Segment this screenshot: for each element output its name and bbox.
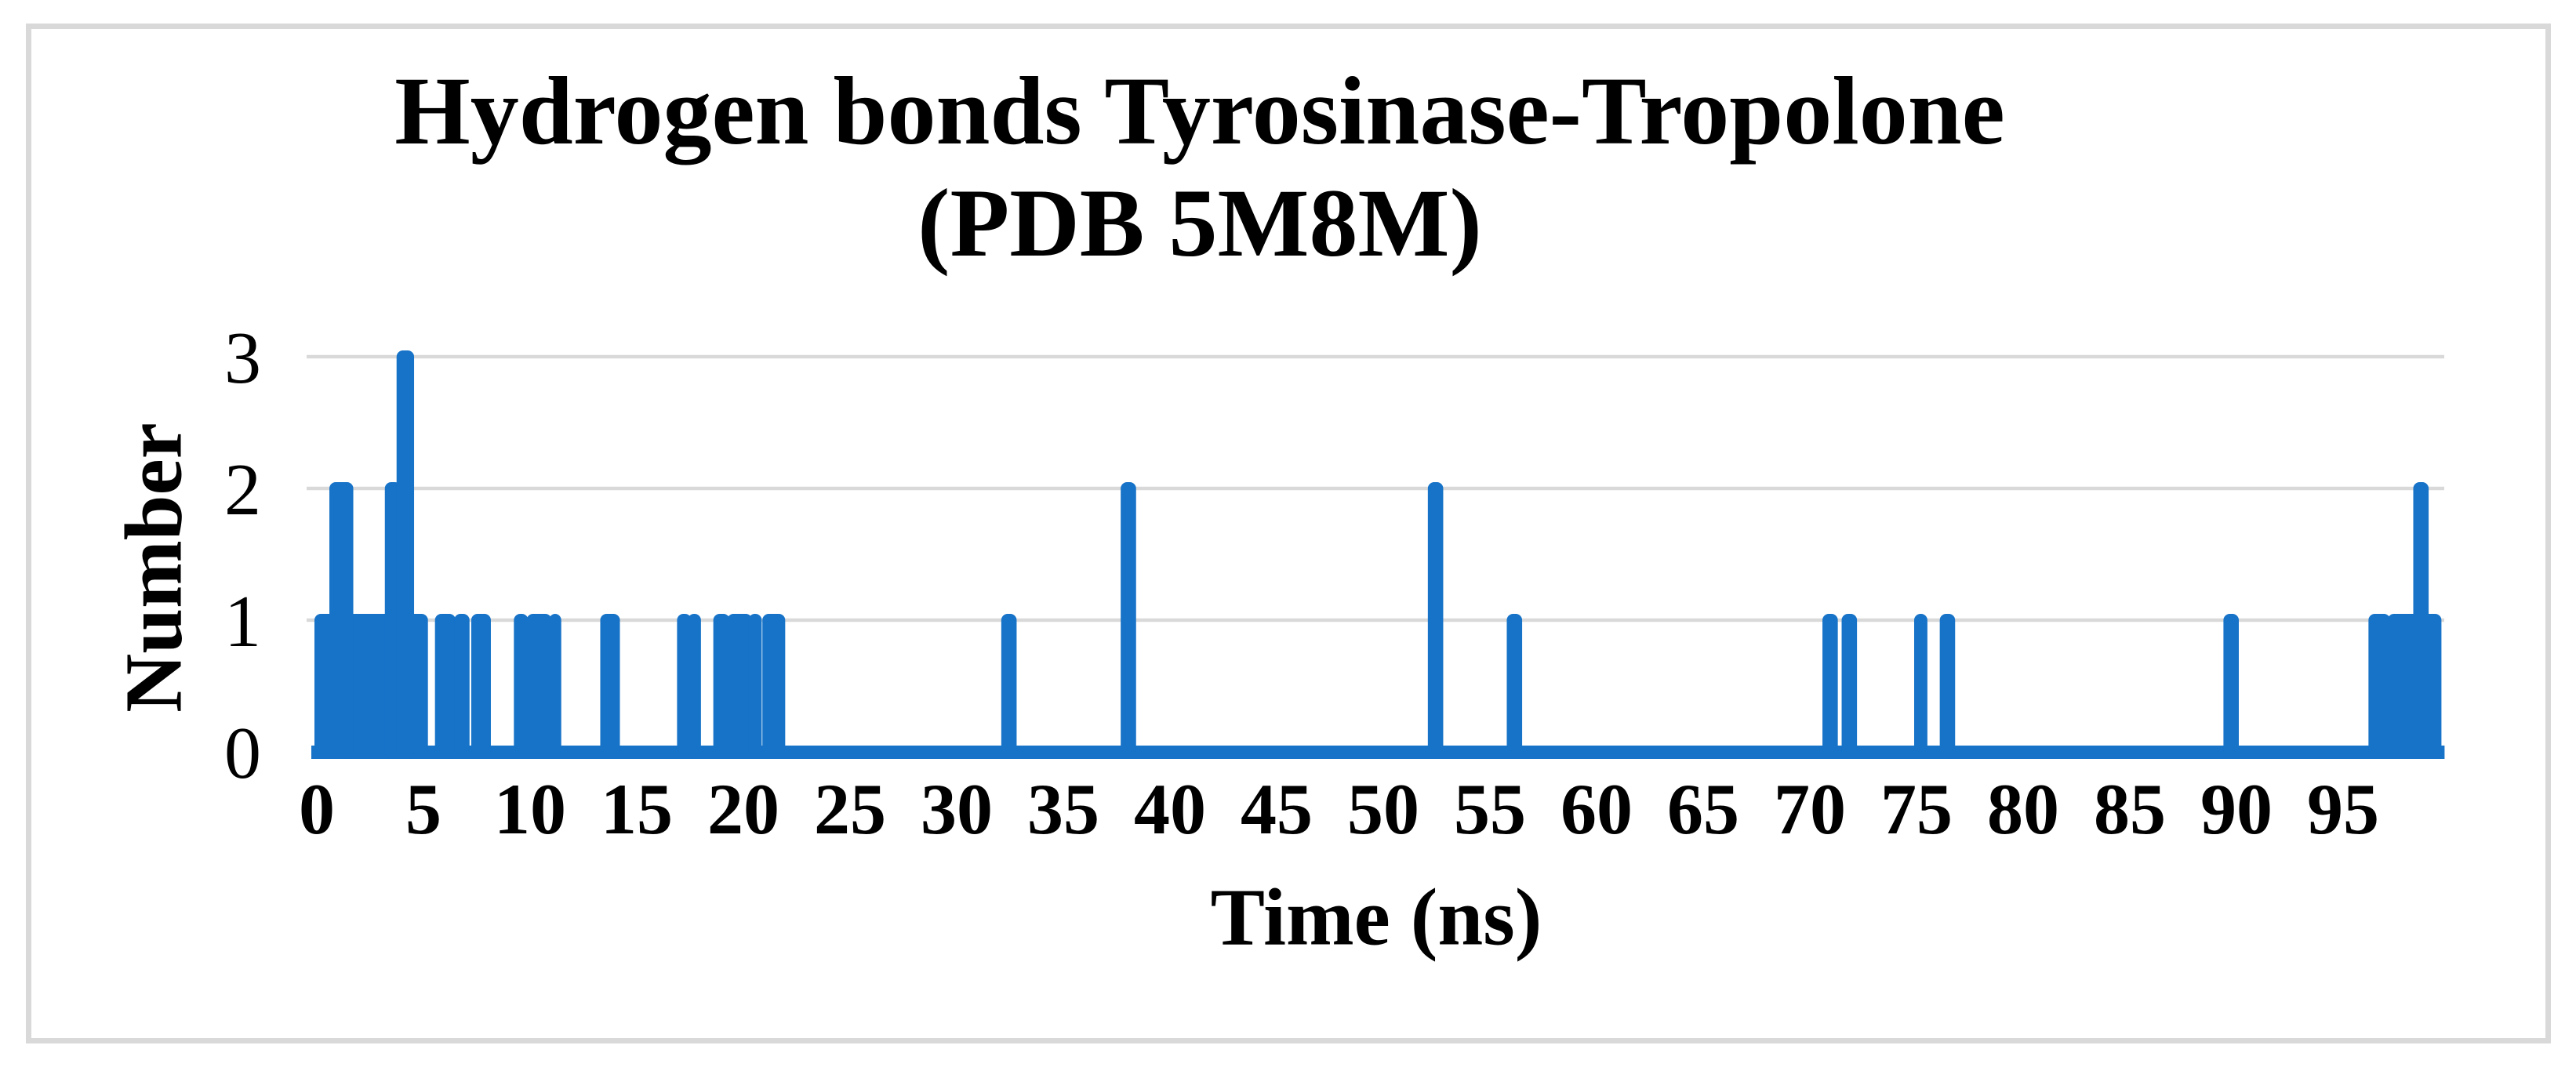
series-spike	[396, 350, 415, 759]
series-spike	[549, 614, 561, 759]
x-tick-label-90: 90	[2200, 769, 2273, 849]
x-tick-label-60: 60	[1560, 769, 1633, 849]
series-spike	[748, 614, 762, 759]
series-spike	[1121, 482, 1136, 759]
series-spike	[688, 614, 701, 759]
x-tick-label-95: 95	[2307, 769, 2379, 849]
y-axis-title: Number	[108, 423, 199, 713]
series-spike	[1506, 614, 1523, 759]
chart-title: Hydrogen bonds Tyrosinase-Tropolone (PDB…	[394, 55, 2004, 279]
x-tick-label-5: 5	[405, 769, 441, 849]
x-tick-label-0: 0	[299, 769, 335, 849]
x-tick-label-30: 30	[921, 769, 993, 849]
x-tick-label-40: 40	[1134, 769, 1206, 849]
x-axis-title: Time (ns)	[1210, 872, 1542, 963]
series-spike	[600, 614, 620, 759]
x-tick-label-75: 75	[1880, 769, 1953, 849]
chart-title-line2: (PDB 5M8M)	[917, 169, 1482, 277]
series-spike	[762, 614, 786, 759]
x-tick-label-50: 50	[1347, 769, 1419, 849]
y-tick-label-0: 0	[224, 713, 261, 794]
x-tick-label-65: 65	[1667, 769, 1739, 849]
series-spike	[434, 614, 456, 759]
series-spike	[2223, 614, 2239, 759]
series-spike	[1822, 614, 1838, 759]
series-spike	[713, 614, 730, 759]
series-spike	[1841, 614, 1858, 759]
series-spike	[727, 614, 753, 759]
series-spike	[1427, 482, 1444, 759]
x-tick-label-85: 85	[2094, 769, 2166, 849]
series-spike	[1914, 614, 1927, 759]
x-tick-label-25: 25	[814, 769, 886, 849]
series-spike	[2368, 614, 2391, 759]
y-tick-label-1: 1	[224, 581, 261, 662]
x-tick-label-80: 80	[1987, 769, 2059, 849]
x-tick-label-10: 10	[494, 769, 566, 849]
x-tick-label-35: 35	[1027, 769, 1099, 849]
series-spike	[514, 614, 529, 759]
series-baseline	[311, 746, 2445, 759]
figure-border	[26, 24, 2551, 1043]
x-tick-label-20: 20	[707, 769, 779, 849]
x-tick-label-15: 15	[601, 769, 673, 849]
series-spike	[1939, 614, 1956, 759]
x-tick-label-55: 55	[1454, 769, 1526, 849]
chart-title-line1: Hydrogen bonds Tyrosinase-Tropolone	[394, 57, 2005, 165]
series-spike	[471, 614, 491, 759]
series-spike	[2413, 482, 2429, 759]
series-spike	[1001, 614, 1017, 759]
y-tick-label-3: 3	[224, 318, 261, 399]
x-tick-label-70: 70	[1774, 769, 1846, 849]
series-spike	[329, 482, 354, 759]
series-spike	[526, 614, 552, 759]
series-spike	[454, 614, 470, 759]
x-tick-label-45: 45	[1241, 769, 1313, 849]
y-tick-label-2: 2	[224, 449, 261, 531]
